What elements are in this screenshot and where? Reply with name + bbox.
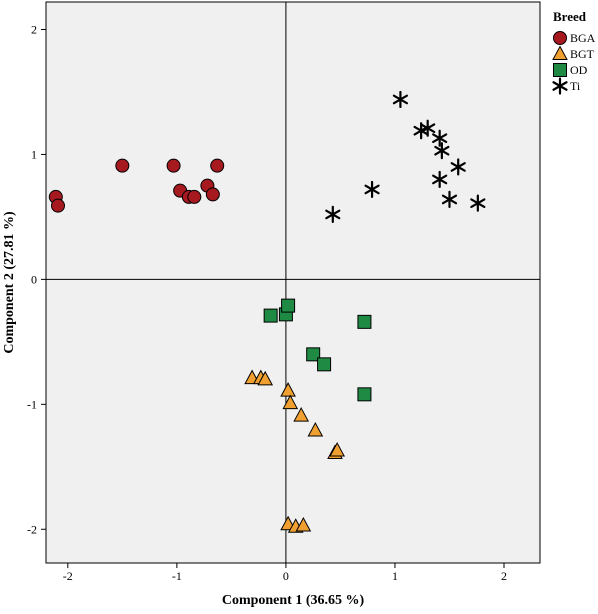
legend-item-od: OD <box>553 63 588 77</box>
point-od-square <box>281 298 296 313</box>
legend-label-od: OD <box>570 63 588 77</box>
series-ti <box>325 90 486 224</box>
point-od-square <box>306 347 321 362</box>
point-bgt-triangle <box>307 422 324 437</box>
point-od-square <box>357 387 372 402</box>
point-ti-star <box>364 180 380 199</box>
y-tick-label: 0 <box>31 272 37 286</box>
point-ti-star <box>432 129 448 147</box>
legend-item-bgt: BGT <box>552 45 595 61</box>
y-axis: -2 -1 0 1 2 <box>27 22 46 536</box>
y-tick-label: 1 <box>31 147 37 161</box>
point-bga-circle <box>166 158 181 173</box>
point-bga-circle <box>210 158 225 173</box>
point-bgt-triangle <box>280 382 296 397</box>
point-bgt-triangle <box>295 516 312 532</box>
point-od-square <box>317 357 332 372</box>
x-axis-title: Component 1 (36.65 %) <box>222 593 365 608</box>
point-bga-circle <box>187 189 202 204</box>
point-bga-circle <box>115 158 130 173</box>
legend-title: Breed <box>553 9 587 24</box>
point-bga-circle <box>205 187 220 202</box>
legend-marker-bgt <box>552 45 568 60</box>
legend-marker-ti <box>552 77 568 95</box>
x-tick-label: 1 <box>392 569 398 583</box>
point-ti-star <box>420 119 436 137</box>
series-od <box>263 298 372 402</box>
point-ti-star <box>432 170 448 189</box>
legend-label-bgt: BGT <box>570 47 595 61</box>
point-bga-circle <box>50 198 65 213</box>
y-axis-title: Component 2 (27.81 %) <box>2 211 17 354</box>
series-bgt <box>244 369 346 533</box>
y-tick-label: -2 <box>27 522 37 536</box>
point-bgt-triangle <box>282 394 299 410</box>
legend-label-bga: BGA <box>570 31 596 45</box>
point-ti-star <box>441 190 458 209</box>
point-ti-star <box>413 122 429 140</box>
point-ti-star <box>434 142 450 160</box>
point-bgt-triangle <box>293 407 310 422</box>
x-tick-label: -1 <box>172 569 182 583</box>
x-tick-label: -2 <box>63 569 73 583</box>
legend-item-bga: BGA <box>553 31 596 45</box>
point-od-square <box>263 308 278 323</box>
data-markers <box>48 90 486 533</box>
legend-label-ti: Ti <box>570 79 581 93</box>
point-ti-star <box>325 205 341 224</box>
x-tick-label: 2 <box>501 569 507 583</box>
reference-lines <box>46 2 540 563</box>
series-bga <box>48 158 225 213</box>
point-od-square <box>357 314 372 329</box>
point-ti-star <box>392 90 409 109</box>
legend-marker-od <box>553 63 567 77</box>
legend: Breed BGA BGT OD Ti <box>552 9 596 95</box>
x-axis: -2 -1 0 1 2 <box>63 563 507 583</box>
point-ti-star <box>450 158 466 176</box>
y-tick-label: -1 <box>27 397 37 411</box>
plot-area <box>45 1 541 564</box>
y-tick-label: 2 <box>31 22 37 36</box>
point-bgt-triangle <box>257 370 274 386</box>
x-tick-label: 0 <box>283 569 289 583</box>
legend-marker-bga <box>553 31 567 45</box>
point-ti-star <box>470 194 486 212</box>
point-bgt-triangle <box>329 441 346 457</box>
legend-item-ti: Ti <box>552 77 581 95</box>
